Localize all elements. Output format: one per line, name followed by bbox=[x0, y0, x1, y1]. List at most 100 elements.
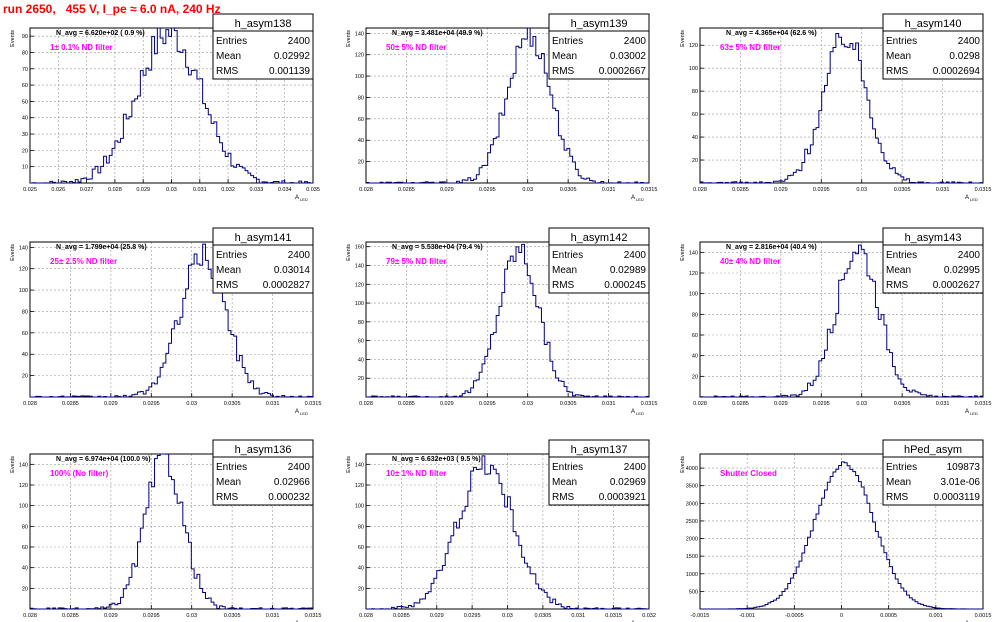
y-tick-label: 40 bbox=[22, 116, 28, 122]
y-tick-label: 80 bbox=[358, 320, 364, 326]
navg-label: N_avg = 6.974e+04 (100.0 %) bbox=[56, 456, 151, 463]
x-tick-label: 0.0305 bbox=[560, 187, 577, 193]
plot-frame bbox=[365, 241, 650, 398]
stats-rms-value: 0.001139 bbox=[269, 66, 310, 77]
x-tick-label: -0.001 bbox=[739, 613, 755, 619]
filter-label: 1± 0.1% ND filter bbox=[50, 43, 113, 52]
stats-mean-label: Mean bbox=[886, 477, 911, 488]
stats-mean-label: Mean bbox=[886, 51, 911, 62]
y-tick-label: 20 bbox=[358, 376, 364, 382]
x-tick-label: 0.0285 bbox=[62, 401, 79, 407]
x-tick-label: 0.0285 bbox=[732, 401, 749, 407]
y-tick-label: 80 bbox=[22, 524, 28, 530]
y-tick-label: 140 bbox=[355, 263, 364, 269]
stats-mean-value: 0.02992 bbox=[274, 51, 311, 62]
y-tick-label: 50 bbox=[22, 99, 28, 105]
stats-rms-value: 0.0002667 bbox=[599, 66, 647, 77]
filter-label: 40± 4% ND filter bbox=[720, 257, 780, 266]
histogram-name: h_asym140 bbox=[905, 18, 962, 30]
y-tick-label: 60 bbox=[358, 117, 364, 123]
histogram-panel: 0.028 0.0285 0.029 0.0295 0.03 0.0305 0.031 0.0… bbox=[346, 13, 657, 202]
y-tick-label: 70 bbox=[22, 67, 28, 73]
histogram-name: h_asym136 bbox=[235, 444, 292, 456]
stats-mean-value: 3.01e-06 bbox=[941, 477, 981, 488]
x-tick-label: 0.028 bbox=[693, 401, 707, 407]
stats-box bbox=[882, 439, 984, 506]
x-tick-label: 0.0315 bbox=[975, 187, 992, 193]
x-axis-subscript: LED bbox=[300, 197, 308, 202]
x-tick-label: 0.028 bbox=[359, 187, 373, 193]
y-tick-label: 60 bbox=[22, 331, 28, 337]
histogram-line bbox=[700, 244, 983, 398]
histogram-line bbox=[700, 33, 983, 184]
stats-entries-value: 2400 bbox=[288, 36, 311, 47]
navg-label: N_avg = 3.481e+04 (49.9 %) bbox=[392, 30, 483, 37]
x-tick-label: 0.0295 bbox=[813, 187, 830, 193]
histogram-name: h_asym137 bbox=[571, 444, 628, 456]
x-axis-subscript: LED bbox=[970, 411, 978, 416]
stats-rms-value: 0.000245 bbox=[604, 280, 646, 291]
stats-rms-value: 0.0003921 bbox=[599, 492, 647, 503]
x-tick-label: 0.0305 bbox=[224, 613, 241, 619]
x-tick-label: 0.0305 bbox=[894, 187, 911, 193]
x-tick-label: 0.029 bbox=[104, 613, 118, 619]
y-tick-label: 1500 bbox=[686, 554, 698, 560]
stats-mean-label: Mean bbox=[216, 477, 241, 488]
x-tick-label: 0.034 bbox=[278, 187, 292, 193]
y-tick-label: 20 bbox=[22, 586, 28, 592]
y-tick-label: 60 bbox=[692, 112, 698, 118]
y-tick-label: 20 bbox=[358, 586, 364, 592]
filter-label: Shutter Closed bbox=[720, 469, 777, 478]
x-tick-label: 0.0285 bbox=[732, 187, 749, 193]
stats-box bbox=[882, 227, 984, 294]
x-tick-label: 0.031 bbox=[602, 401, 616, 407]
stats-mean-value: 0.02966 bbox=[274, 477, 311, 488]
filter-label: 63± 5% ND filter bbox=[720, 43, 780, 52]
y-tick-label: 80 bbox=[358, 95, 364, 101]
y-tick-label: 500 bbox=[689, 589, 698, 595]
y-tick-label: 140 bbox=[19, 245, 28, 251]
stats-mean-label: Mean bbox=[552, 51, 577, 62]
y-tick-label: 20 bbox=[692, 374, 698, 380]
navg-label: N_avg = 1.799e+04 (25.8 %) bbox=[56, 244, 147, 251]
histogram-name: h_asym139 bbox=[571, 18, 628, 30]
x-tick-label: 0.03 bbox=[522, 401, 533, 407]
x-tick-label: 0.035 bbox=[306, 187, 320, 193]
x-tick-label: 0.03 bbox=[522, 187, 533, 193]
x-tick-label: 0.0295 bbox=[143, 613, 160, 619]
y-tick-label: 100 bbox=[19, 288, 28, 294]
x-tick-label: 0.028 bbox=[108, 187, 122, 193]
histogram-line bbox=[700, 461, 983, 610]
y-axis-title: Events bbox=[10, 456, 16, 473]
x-tick-label: 0.029 bbox=[440, 401, 454, 407]
stats-mean-value: 0.0298 bbox=[949, 51, 980, 62]
stats-box bbox=[212, 13, 314, 80]
y-axis-title: Events bbox=[680, 244, 686, 261]
stats-rms-value: 0.000232 bbox=[268, 492, 310, 503]
histogram-line bbox=[366, 243, 649, 398]
x-tick-label: 0.031 bbox=[193, 187, 207, 193]
y-tick-label: 20 bbox=[22, 374, 28, 380]
stats-rms-label: RMS bbox=[552, 280, 575, 291]
plot-frame bbox=[29, 241, 314, 398]
stats-rms-value: 0.0002827 bbox=[263, 280, 311, 291]
stats-box bbox=[212, 227, 314, 294]
plot-frame bbox=[699, 241, 984, 398]
stats-rms-label: RMS bbox=[552, 66, 575, 77]
y-tick-label: 2500 bbox=[686, 519, 698, 525]
x-tick-label: 0.03 bbox=[856, 401, 867, 407]
navg-label: N_avg = 2.816e+04 (40.4 %) bbox=[726, 244, 817, 251]
x-tick-label: 0.032 bbox=[642, 613, 656, 619]
y-tick-label: 80 bbox=[692, 312, 698, 318]
y-tick-label: 80 bbox=[22, 50, 28, 56]
x-tick-label: 0.0295 bbox=[479, 401, 496, 407]
stats-entries-value: 2400 bbox=[958, 250, 981, 261]
y-tick-label: 80 bbox=[358, 524, 364, 530]
x-axis-subscript: LED bbox=[970, 197, 978, 202]
stats-box bbox=[882, 13, 984, 80]
stats-entries-label: Entries bbox=[216, 36, 247, 47]
x-tick-label: 0.025 bbox=[23, 187, 37, 193]
x-tick-label: 0.0305 bbox=[534, 613, 551, 619]
x-tick-label: 0.0305 bbox=[224, 401, 241, 407]
y-tick-label: 160 bbox=[355, 245, 364, 251]
